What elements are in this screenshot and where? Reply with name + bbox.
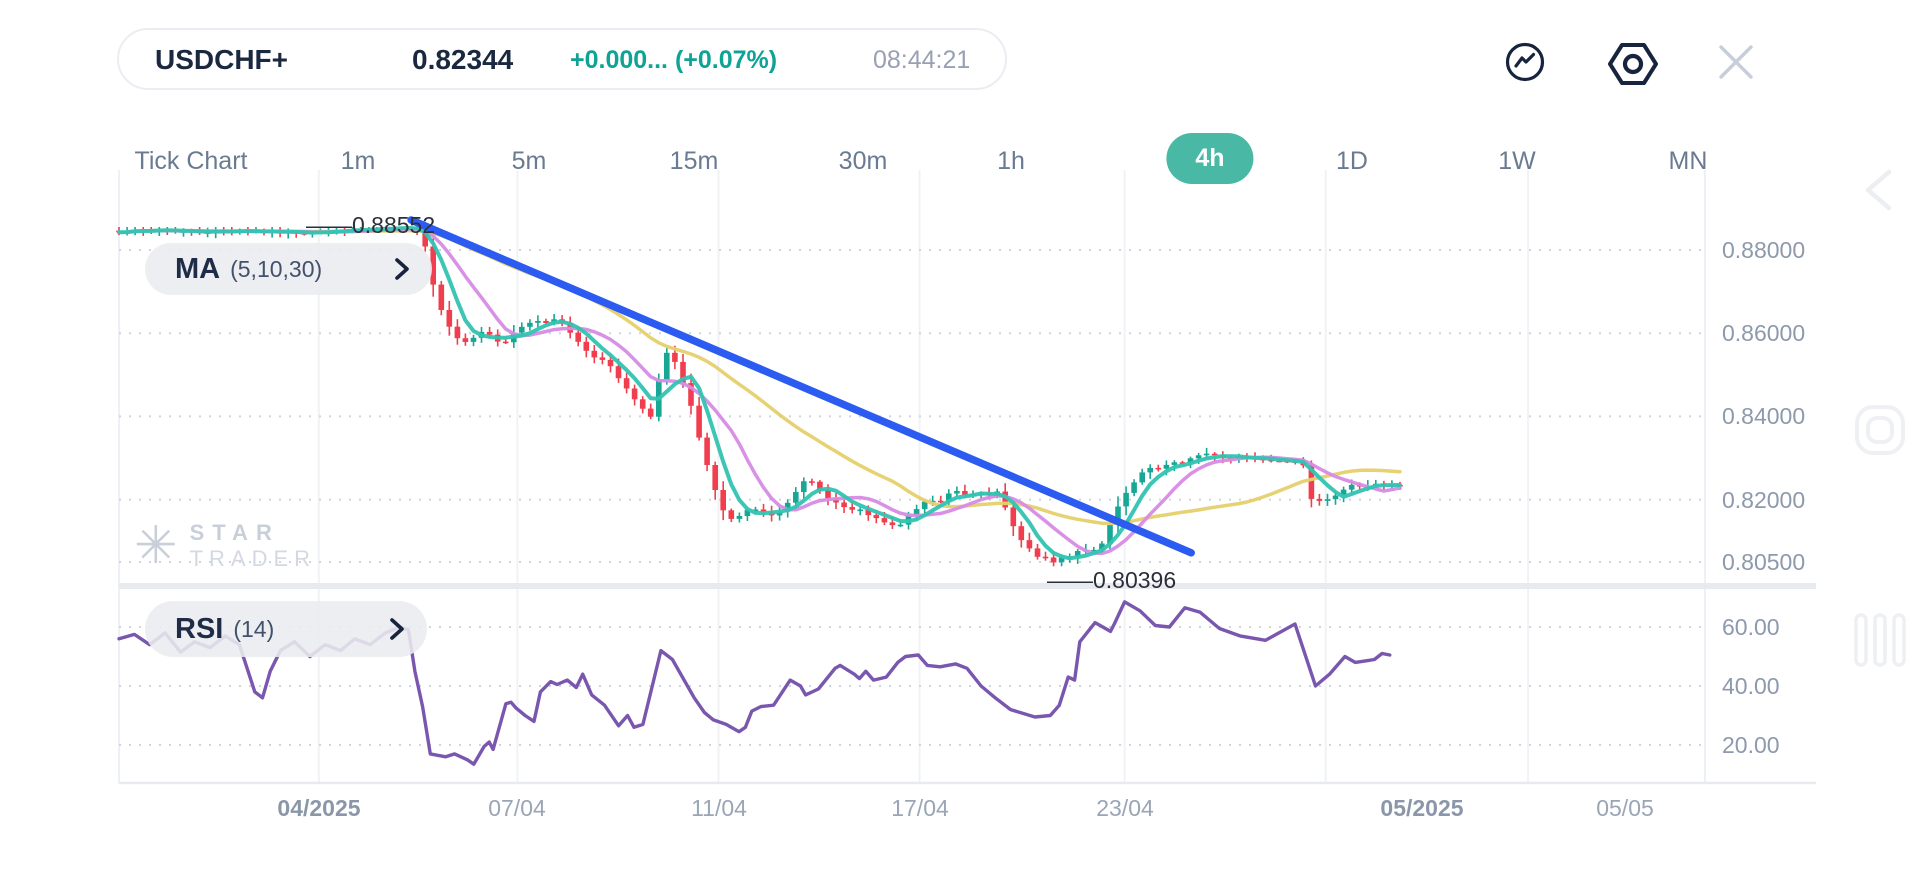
rsi-indicator-pill[interactable]: RSI (14) <box>145 601 427 657</box>
quote-time: 08:44:21 <box>873 46 971 74</box>
watermark-brand-bottom: TRADER <box>189 546 317 571</box>
tab-1w[interactable]: 1W <box>1498 147 1536 175</box>
pane-borders <box>118 170 1816 785</box>
ma-params: (5,10,30) <box>230 255 323 282</box>
svg-text:0.86000: 0.86000 <box>1722 320 1805 346</box>
tab-tick-chart[interactable]: Tick Chart <box>134 147 248 175</box>
ma-label: MA <box>175 252 221 285</box>
swing-low-label: ——0.80396 <box>1047 567 1176 593</box>
ma-lines <box>117 226 1402 561</box>
collapse-panel-chevron-icon[interactable] <box>1855 165 1907 217</box>
symbol-name: USDCHF+ <box>155 44 289 75</box>
svg-text:20.00: 20.00 <box>1722 732 1780 758</box>
svg-text:17/04: 17/04 <box>891 795 949 821</box>
tab-mn[interactable]: MN <box>1668 147 1708 175</box>
svg-text:0.88000: 0.88000 <box>1722 237 1805 263</box>
current-price: 0.82344 <box>412 44 514 75</box>
svg-text:40.00: 40.00 <box>1722 673 1780 699</box>
price-axis-labels: 0.88000 0.86000 0.84000 0.82000 0.80500 60.00… <box>1722 237 1805 758</box>
indicator-chart-icon[interactable] <box>1503 40 1547 84</box>
svg-text:0.84000: 0.84000 <box>1722 403 1805 429</box>
watermark-brand-top: STAR <box>189 520 280 545</box>
ma-indicator-pill[interactable]: MA (5,10,30) <box>145 243 432 295</box>
tab-15m[interactable]: 15m <box>669 147 719 175</box>
svg-text:11/04: 11/04 <box>691 795 747 821</box>
vertical-gridlines <box>317 170 1530 783</box>
chevron-right-icon <box>389 617 405 641</box>
horizontal-gridlines <box>119 249 1705 746</box>
star-logo-icon: ✳ <box>134 517 178 575</box>
chevron-right-icon <box>394 257 410 281</box>
svg-text:05/05: 05/05 <box>1596 795 1654 821</box>
rsi-params: (14) <box>233 615 275 642</box>
rsi-label: RSI <box>175 612 224 645</box>
tab-30m[interactable]: 30m <box>838 147 888 175</box>
svg-text:23/04: 23/04 <box>1096 795 1154 821</box>
swing-high-label: ——0.88552 <box>306 212 435 238</box>
settings-icon[interactable] <box>1606 40 1660 88</box>
brand-watermark: ✳ STAR TRADER <box>134 520 316 572</box>
close-icon[interactable] <box>1716 42 1756 82</box>
tab-1m[interactable]: 1m <box>340 147 376 175</box>
candlesticks <box>116 227 1403 567</box>
svg-text:0.82000: 0.82000 <box>1722 487 1805 513</box>
svg-text:0.80500: 0.80500 <box>1722 549 1805 575</box>
symbol-header-pill[interactable] <box>117 28 1007 90</box>
trendline[interactable] <box>407 216 1195 557</box>
screenshot-frame-icon[interactable] <box>1850 400 1910 460</box>
svg-text:05/2025: 05/2025 <box>1380 795 1463 821</box>
tab-1d[interactable]: 1D <box>1336 147 1368 175</box>
tab-1h[interactable]: 1h <box>997 147 1025 175</box>
price-change: +0.000... (+0.07%) <box>570 46 778 74</box>
svg-text:07/04: 07/04 <box>488 795 546 821</box>
svg-text:60.00: 60.00 <box>1722 614 1780 640</box>
drag-grip-icon[interactable] <box>1850 610 1910 670</box>
tab-4h[interactable]: 4h <box>1166 133 1254 184</box>
time-axis-labels: 04/2025 07/04 11/04 17/04 23/04 05/2025 05/05 <box>277 795 1653 821</box>
svg-text:04/2025: 04/2025 <box>277 795 360 821</box>
